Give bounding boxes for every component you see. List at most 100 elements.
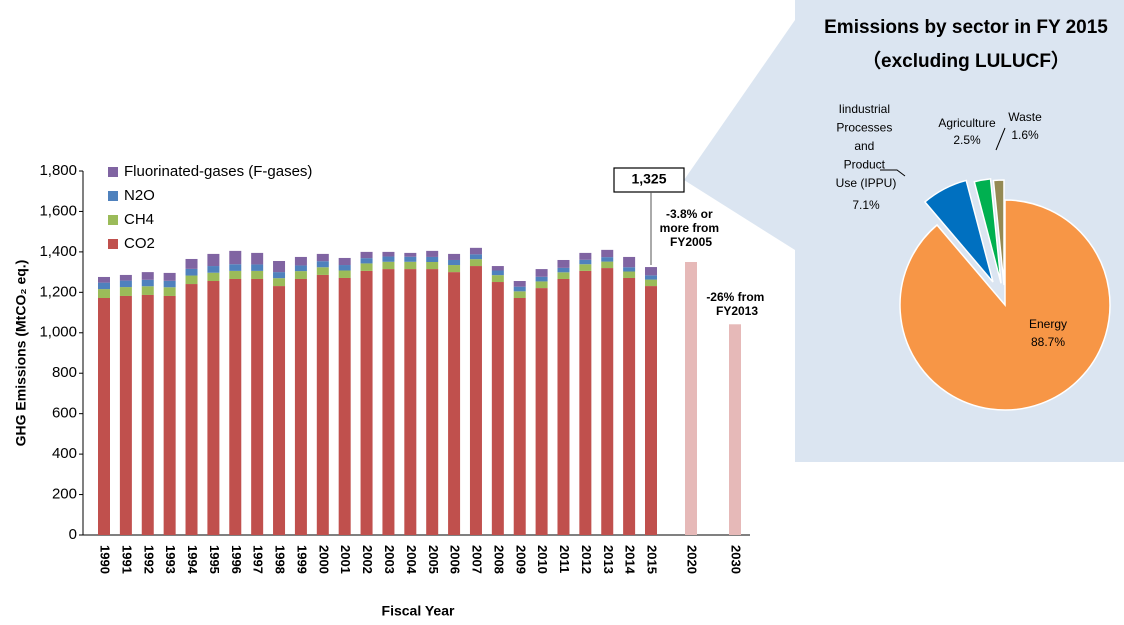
x-tick-label: 2002 [360, 545, 375, 574]
text-line: FY2013 [716, 304, 758, 318]
bar-segment [163, 272, 176, 281]
bar-segment [98, 276, 110, 283]
pie-slice [973, 178, 1002, 284]
bar-segment [207, 281, 220, 535]
bar-segment [98, 282, 110, 290]
pie-leader [995, 127, 1006, 151]
legend-swatch [108, 167, 118, 177]
pie-slice [992, 179, 1005, 286]
bar-segment [645, 275, 657, 280]
annotation: -26% from FY2013 [706, 290, 767, 318]
bar-segment [535, 276, 548, 282]
bar-segment [601, 249, 614, 258]
pie-label: Iindustrial Processes and Product Use (I… [836, 102, 897, 190]
bar-segment [579, 259, 592, 265]
bar-segment [579, 264, 592, 271]
pie-label: Waste [1008, 110, 1042, 124]
bar-segment [426, 262, 439, 270]
bar-segment [119, 280, 132, 288]
bar-segment [426, 256, 439, 262]
bar-segment [491, 266, 504, 271]
text-line: more from [660, 221, 723, 235]
x-tick-label: 2012 [579, 545, 594, 574]
bar-segment [469, 259, 482, 267]
pie-leader [880, 169, 906, 177]
callout [684, 20, 795, 250]
bar-segment [316, 274, 329, 535]
text-line: -26% from [706, 290, 767, 304]
bar-segment [141, 294, 154, 535]
bar-segment [469, 266, 482, 535]
bar-segment [163, 280, 176, 288]
bar-segment [207, 272, 220, 282]
bar-segment [316, 261, 329, 268]
x-tick-label: 2000 [316, 545, 331, 574]
text-line: Iindustrial [839, 102, 894, 116]
text-line: Processes [836, 121, 895, 135]
bar-segment [382, 256, 395, 262]
pie-value-label: 1.6% [1011, 128, 1039, 142]
text-line: FY2005 [670, 235, 712, 249]
bar-segment [338, 277, 351, 535]
bar-segment [601, 261, 614, 269]
x-tick-label: 2007 [470, 545, 485, 574]
bar-segment [185, 268, 198, 276]
bar-segment [382, 269, 395, 535]
pie-value-label: 88.7% [1031, 335, 1065, 349]
bar-segment [163, 295, 176, 535]
bar-segment [251, 278, 264, 535]
bar-segment [98, 289, 110, 298]
bar-segment [491, 282, 504, 535]
bar-segment [119, 295, 132, 535]
bar-segment [294, 278, 307, 535]
bar-segment [685, 262, 697, 535]
bar-segment [491, 275, 504, 283]
bar-segment [469, 247, 482, 255]
bar-segment [645, 267, 657, 276]
bar-segment [185, 258, 198, 269]
text-line: Use (IPPU) [836, 176, 897, 190]
bar-segment [251, 252, 264, 265]
bar-segment [207, 266, 220, 273]
annotation-box [613, 167, 685, 193]
text-line: and [854, 139, 877, 153]
annotation: 1,325 [631, 171, 666, 187]
bar-segment [448, 259, 461, 266]
y-axis-label: GHG Emissions (MtCO₂ eq.) [13, 260, 29, 447]
bar-segment [338, 257, 351, 266]
bar-segment [469, 254, 482, 260]
x-tick-label: 2030 [729, 545, 744, 574]
y-tick-label: 0 [69, 526, 77, 543]
bar-segment [623, 277, 636, 535]
bar-segment [98, 297, 110, 535]
x-tick-label: 2003 [382, 545, 397, 574]
bar-segment [338, 265, 351, 271]
bar-segment [360, 258, 373, 264]
bar-segment [426, 269, 439, 535]
bar-segment [535, 288, 548, 535]
bar-segment [513, 297, 526, 535]
pie-slice [899, 199, 1111, 411]
bar-segment [557, 259, 570, 268]
text-line: -3.8% or [666, 207, 716, 221]
bar-segment [229, 250, 242, 265]
bar-segment [273, 272, 286, 279]
x-tick-label: 1997 [251, 545, 266, 574]
x-tick-label: 1995 [207, 545, 222, 574]
bar-segment [535, 281, 548, 289]
bar-segment [229, 270, 242, 279]
bar-segment [207, 253, 220, 267]
bar-segment [491, 270, 504, 276]
pie-value-label: 2.5% [953, 133, 981, 147]
y-tick-label: 600 [52, 405, 77, 422]
bar-segment [382, 261, 395, 270]
pie-value-label: 7.1% [852, 198, 880, 212]
bar-segment [163, 287, 176, 296]
x-tick-label: 1990 [98, 545, 113, 574]
bar-segment [645, 279, 657, 287]
bar-segment [404, 261, 417, 270]
text-line: Energy [1029, 317, 1067, 331]
x-tick-label: 1994 [185, 545, 200, 575]
bar-segment [273, 286, 286, 535]
